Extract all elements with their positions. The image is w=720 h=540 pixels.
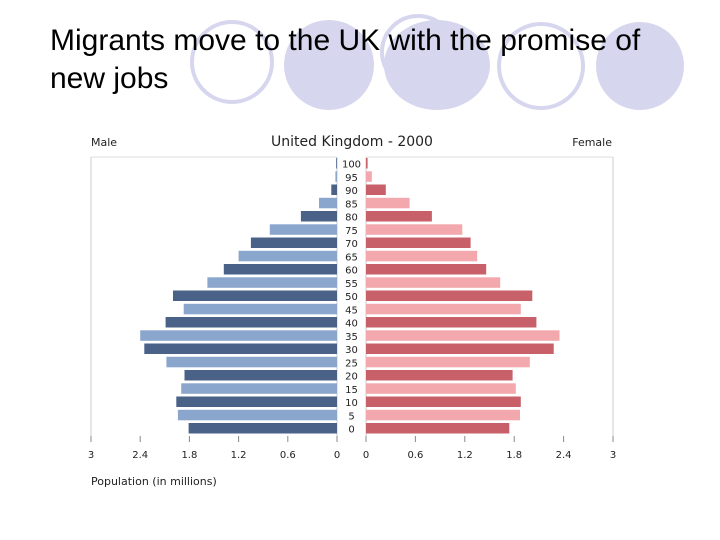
female-bar bbox=[366, 211, 432, 222]
female-bar bbox=[366, 224, 463, 235]
male-bar bbox=[319, 197, 337, 209]
male-bar bbox=[140, 330, 337, 341]
female-bar bbox=[366, 237, 471, 248]
female-x-tick-label: 1.8 bbox=[506, 450, 522, 461]
female-bar bbox=[366, 303, 521, 315]
female-x-tick-label: 0.6 bbox=[407, 450, 423, 461]
female-x-tick-label: 0 bbox=[363, 450, 369, 461]
chart-title: United Kingdom - 2000 bbox=[271, 134, 433, 150]
age-tick-label: 25 bbox=[345, 358, 358, 369]
female-bar bbox=[366, 370, 513, 381]
age-tick-label: 80 bbox=[345, 213, 358, 224]
age-tick-label: 90 bbox=[345, 186, 358, 197]
female-x-tick-label: 2.4 bbox=[556, 450, 572, 461]
age-tick-label: 85 bbox=[345, 199, 358, 210]
decorative-circle-5 bbox=[497, 22, 585, 110]
slide-title: Migrants move to the UK with the promise… bbox=[50, 24, 641, 95]
male-bar bbox=[223, 264, 337, 275]
male-label: Male bbox=[91, 136, 117, 149]
male-bar bbox=[144, 343, 337, 354]
male-bar bbox=[250, 237, 337, 248]
age-tick-label: 70 bbox=[345, 239, 358, 250]
male-bar bbox=[173, 290, 337, 301]
female-bar bbox=[366, 197, 410, 209]
male-x-tick-label: 3 bbox=[88, 450, 94, 461]
age-tick-label: 15 bbox=[345, 385, 358, 396]
male-bar bbox=[188, 423, 337, 434]
age-tick-label: 65 bbox=[345, 252, 358, 263]
female-bar bbox=[366, 383, 516, 394]
age-tick-label: 0 bbox=[348, 425, 354, 436]
age-tick-label: 35 bbox=[345, 332, 358, 343]
decorative-circle-1 bbox=[190, 20, 274, 104]
female-bar bbox=[366, 330, 560, 341]
male-bar bbox=[331, 184, 337, 195]
female-x-tick-label: 3 bbox=[610, 450, 616, 461]
female-bar bbox=[366, 396, 521, 407]
female-bar bbox=[366, 250, 478, 262]
age-tick-label: 10 bbox=[345, 398, 358, 409]
plot-area: 1009590858075706560555045403530252015105… bbox=[88, 156, 616, 461]
female-bar bbox=[366, 264, 487, 275]
male-x-tick-label: 1.8 bbox=[181, 450, 197, 461]
male-bar bbox=[207, 277, 337, 288]
male-bar bbox=[300, 211, 337, 222]
age-tick-label: 100 bbox=[342, 160, 361, 171]
female-bar bbox=[366, 184, 386, 195]
male-x-tick-label: 0 bbox=[334, 450, 340, 461]
age-tick-label: 40 bbox=[345, 319, 358, 330]
age-tick-label: 30 bbox=[345, 345, 358, 356]
male-bar bbox=[183, 303, 337, 315]
male-bar bbox=[165, 317, 337, 328]
male-x-tick-label: 1.2 bbox=[231, 450, 247, 461]
age-tick-label: 50 bbox=[345, 292, 358, 303]
age-tick-label: 5 bbox=[348, 411, 354, 422]
age-tick-label: 95 bbox=[345, 173, 358, 184]
male-bar bbox=[238, 250, 337, 262]
age-tick-label: 75 bbox=[345, 226, 358, 237]
female-label: Female bbox=[572, 136, 612, 149]
female-bar bbox=[366, 158, 368, 169]
age-tick-label: 45 bbox=[345, 305, 358, 316]
female-bar bbox=[366, 317, 537, 328]
male-x-tick-label: 2.4 bbox=[132, 450, 148, 461]
male-bar bbox=[177, 409, 337, 421]
male-x-tick-label: 0.6 bbox=[280, 450, 296, 461]
age-tick-label: 20 bbox=[345, 372, 358, 383]
age-tick-label: 55 bbox=[345, 279, 358, 290]
female-bar bbox=[366, 171, 372, 182]
decorative-circle-2 bbox=[284, 20, 374, 110]
female-bar bbox=[366, 423, 510, 434]
male-bar bbox=[269, 224, 337, 235]
male-bar bbox=[181, 383, 337, 394]
female-x-tick-label: 1.2 bbox=[457, 450, 473, 461]
decorative-circle-6 bbox=[596, 22, 684, 110]
male-bar bbox=[335, 171, 337, 182]
female-bar bbox=[366, 356, 530, 368]
female-bar bbox=[366, 343, 554, 354]
female-bar bbox=[366, 290, 533, 301]
female-bar bbox=[366, 409, 520, 421]
male-bar bbox=[166, 356, 337, 368]
male-bar bbox=[176, 396, 337, 407]
female-bar bbox=[366, 277, 501, 288]
male-bar bbox=[336, 158, 337, 169]
decorative-circle-4 bbox=[384, 20, 490, 110]
x-axis-label: Population (in millions) bbox=[91, 475, 217, 488]
male-bar bbox=[184, 370, 337, 381]
age-tick-label: 60 bbox=[345, 266, 358, 277]
